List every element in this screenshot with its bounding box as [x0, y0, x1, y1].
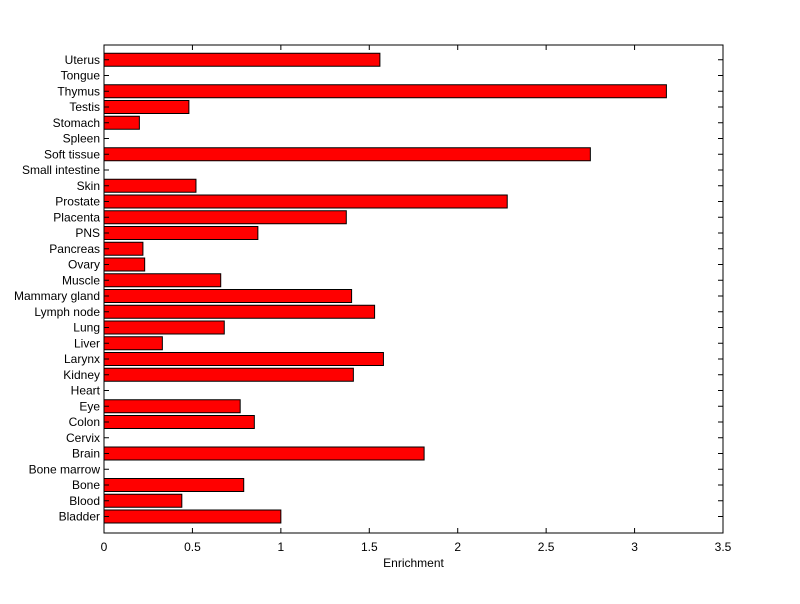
y-tick-label-testis: Testis [69, 100, 100, 114]
y-tick-label-lung: Lung [73, 321, 100, 335]
bar-bone [103, 478, 245, 492]
bar-liver [103, 336, 163, 351]
bar-muscle [103, 273, 222, 288]
y-tick-label-stomach: Stomach [53, 116, 100, 130]
y-tick-label-colon: Colon [69, 415, 100, 429]
x-tick-label-4: 2 [454, 540, 461, 554]
y-tick-label-thymus: Thymus [57, 84, 100, 98]
bar-placenta [103, 210, 347, 225]
bar-skin [103, 178, 197, 193]
bar-testis [103, 100, 190, 114]
bar-brain [103, 446, 425, 461]
y-tick-label-pns: PNS [75, 226, 100, 240]
y-tick-label-blood: Blood [69, 494, 100, 508]
y-tick-label-tongue: Tongue [61, 69, 101, 83]
bar-lung [103, 320, 225, 335]
bar-lymph-node [103, 304, 376, 319]
y-tick-label-uterus: Uterus [65, 53, 100, 67]
bar-soft-tissue [103, 147, 591, 162]
bar-pancreas [103, 241, 144, 256]
x-tick-label-5: 2.5 [538, 540, 555, 554]
x-tick-label-2: 1 [278, 540, 285, 554]
bar-eye [103, 399, 241, 414]
y-tick-label-spleen: Spleen [63, 132, 100, 146]
y-tick-label-muscle: Muscle [62, 273, 100, 287]
bar-colon [103, 415, 255, 429]
bar-prostate [103, 194, 508, 209]
y-tick-label-liver: Liver [74, 336, 100, 350]
y-tick-label-larynx: Larynx [64, 352, 100, 366]
bar-blood [103, 493, 183, 508]
x-axis-label: Enrichment [383, 556, 444, 570]
y-tick-label-eye: Eye [79, 399, 100, 413]
y-tick-label-prostate: Prostate [55, 195, 100, 209]
y-tick-label-small-intestine: Small intestine [22, 163, 100, 177]
bar-pns [103, 226, 259, 240]
bar-thymus [103, 84, 667, 99]
x-tick-label-0: 0 [101, 540, 108, 554]
bar-uterus [103, 52, 381, 67]
y-tick-label-lymph-node: Lymph node [34, 305, 100, 319]
bar-ovary [103, 257, 146, 272]
y-tick-label-skin: Skin [77, 179, 100, 193]
y-tick-label-ovary: Ovary [68, 258, 100, 272]
y-tick-label-kidney: Kidney [63, 368, 100, 382]
y-tick-label-brain: Brain [72, 447, 100, 461]
x-tick-label-7: 3.5 [715, 540, 732, 554]
y-tick-label-cervix: Cervix [66, 431, 100, 445]
y-tick-label-pancreas: Pancreas [49, 242, 100, 256]
x-tick-label-3: 1.5 [361, 540, 378, 554]
y-tick-label-bone-marrow: Bone marrow [29, 462, 101, 476]
y-tick-label-mammary-gland: Mammary gland [14, 289, 100, 303]
axes-frame [103, 44, 724, 534]
y-tick-label-heart: Heart [71, 384, 101, 398]
x-tick-labels: 0 0.5 1 1.5 2 2.5 3 3.5 [101, 45, 732, 554]
bar-mammary-gland [103, 289, 353, 303]
y-tick-label-bone: Bone [72, 478, 100, 492]
y-tick-label-placenta: Placenta [53, 210, 100, 224]
bar-kidney [103, 367, 354, 382]
x-tick-label-6: 3 [631, 540, 638, 554]
x-tick-label-1: 0.5 [184, 540, 201, 554]
bar-bladder [103, 509, 282, 524]
y-tick-label-bladder: Bladder [59, 510, 100, 524]
bar-larynx [103, 352, 384, 366]
y-tick-label-soft-tissue: Soft tissue [44, 147, 100, 161]
bar-stomach [103, 115, 140, 130]
